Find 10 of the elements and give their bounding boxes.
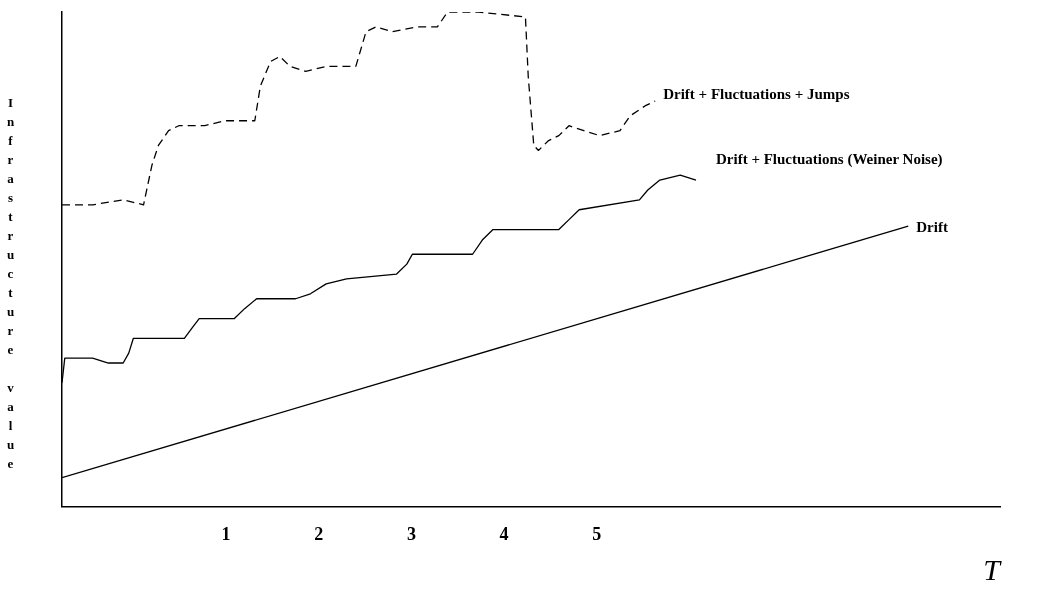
x-tick-label: 5 — [592, 523, 602, 544]
y-axis-title: Infrastructure value — [2, 95, 19, 475]
x-axis-title: T — [983, 552, 1003, 586]
x-tick-label: 1 — [221, 523, 231, 544]
x-tick-label: 2 — [314, 523, 324, 544]
x-tick-label: 4 — [499, 523, 509, 544]
x-tick-label: 3 — [406, 523, 416, 544]
series-label: Drift + Fluctuations (Weiner Noise) — [715, 150, 943, 168]
series-label: Drift + Fluctuations + Jumps — [663, 85, 850, 102]
series-label: Drift — [916, 218, 948, 235]
